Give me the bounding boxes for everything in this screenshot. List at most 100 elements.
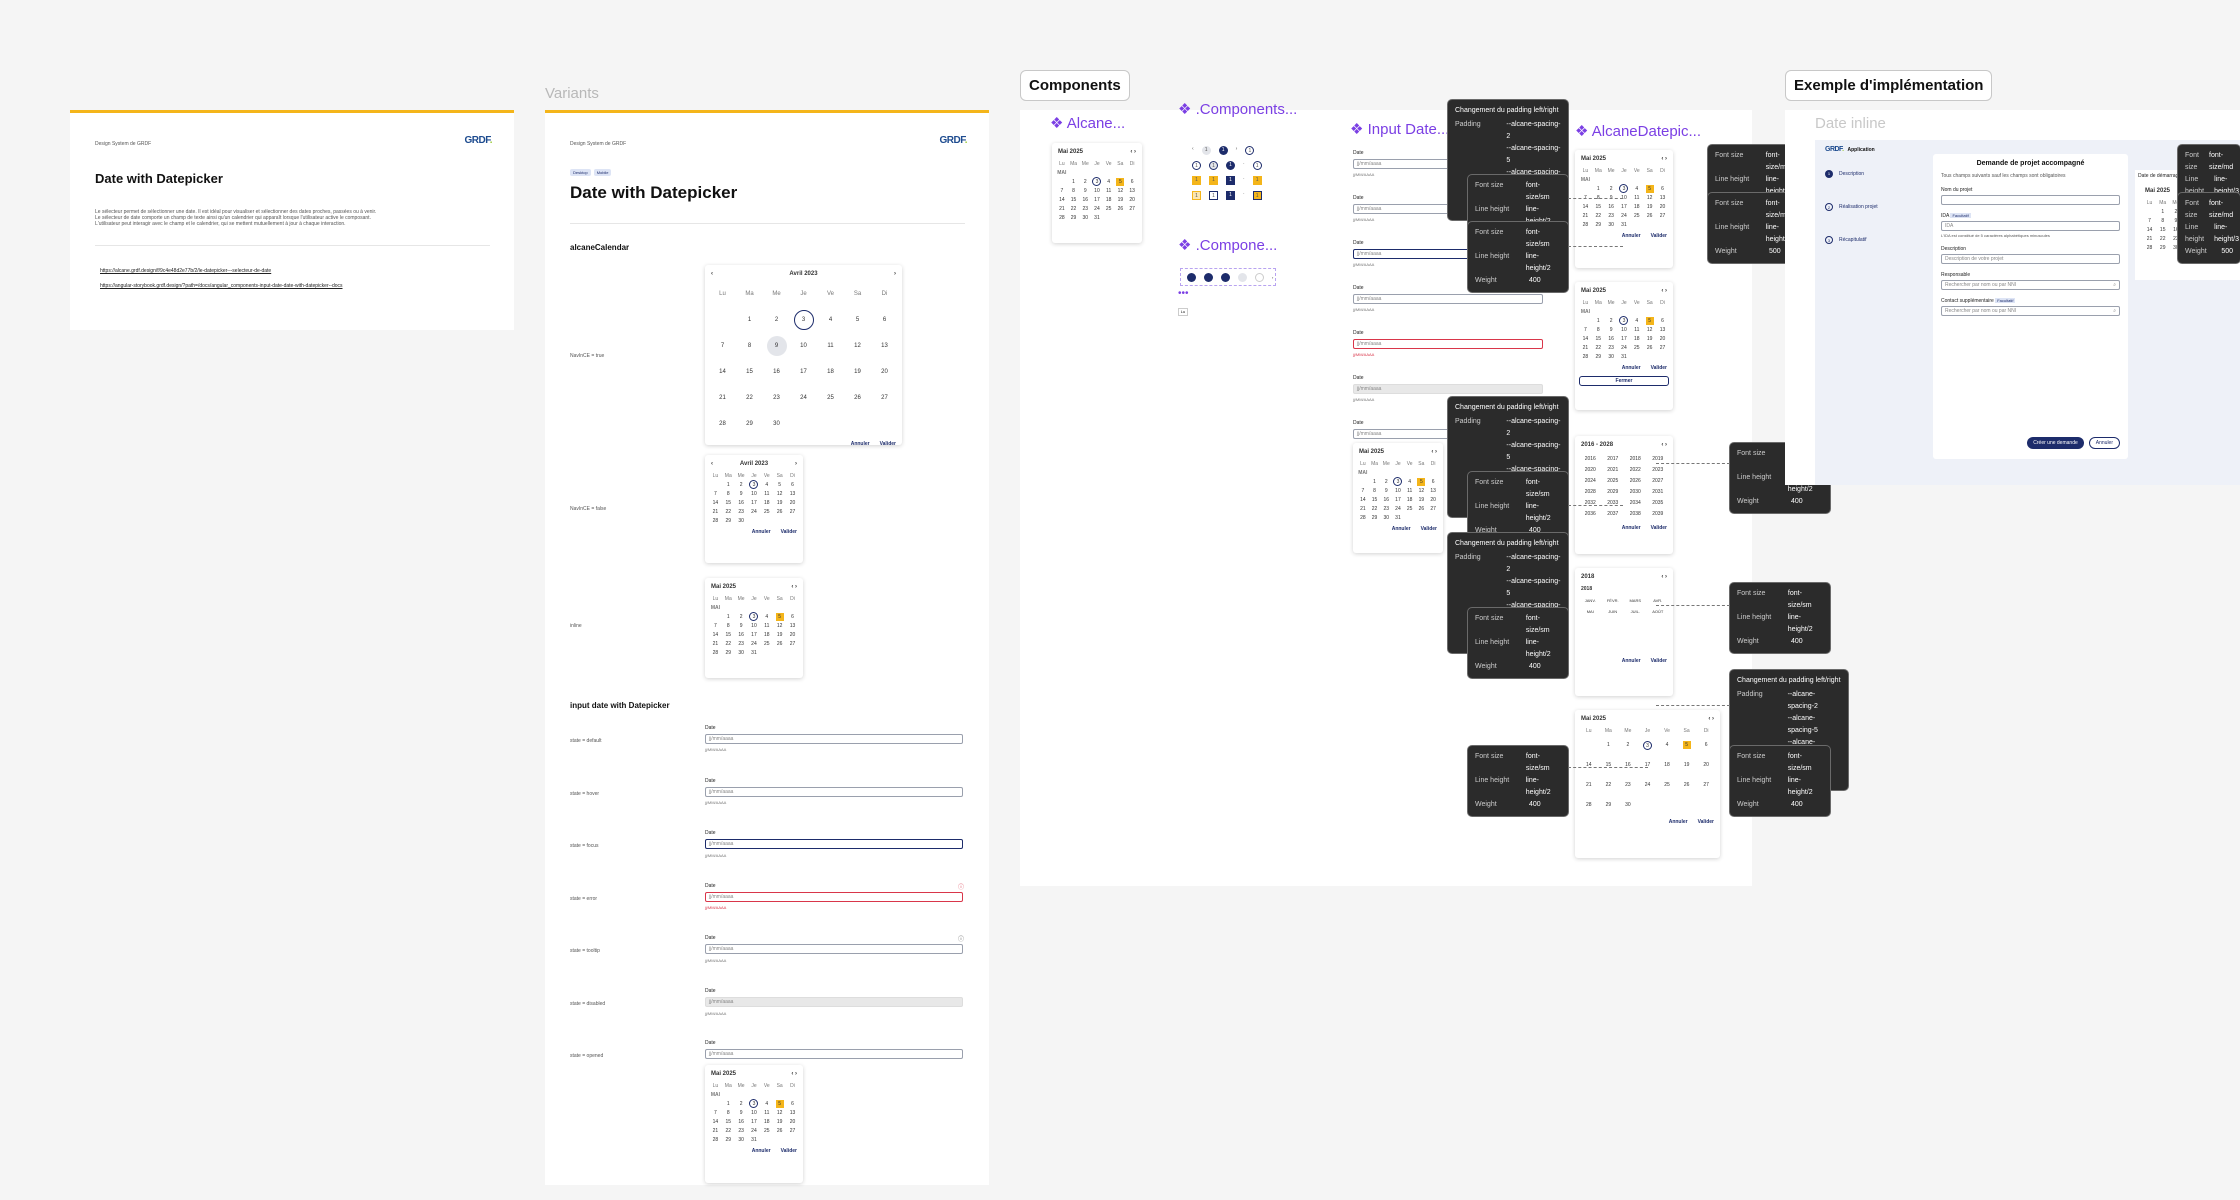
date-input-error[interactable]: jj/mm/aaaa [705, 892, 963, 902]
day-hover[interactable]: 9 [763, 333, 790, 359]
info-icon[interactable]: ⓘ [958, 937, 965, 943]
day[interactable]: 10 [800, 343, 807, 349]
year-cell[interactable]: 2026 [1629, 478, 1641, 484]
cancel-button[interactable]: Annuler [751, 529, 771, 535]
month-nav-icons[interactable]: ‹ › [1661, 288, 1667, 294]
calendar-title[interactable]: Mai 2025 [2145, 188, 2171, 194]
year-cell[interactable]: 2039 [1652, 511, 1664, 517]
step-label[interactable]: Récapitulatif [1839, 237, 1867, 243]
month-cell[interactable]: MARS [1629, 598, 1642, 603]
month-nav-icons[interactable]: ‹ › [791, 584, 797, 590]
year-cell[interactable]: 2037 [1607, 511, 1619, 517]
implementation-label[interactable]: Exemple d'implémentation [1785, 70, 1993, 101]
cancel-button[interactable]: Annuler [1621, 233, 1641, 239]
date-input[interactable]: jj/mm/aaaa [1353, 294, 1543, 304]
day[interactable]: 23 [773, 395, 780, 401]
year-cell[interactable]: 2021 [1607, 467, 1619, 473]
year-cell[interactable]: 2018 [1629, 456, 1641, 462]
month-cell[interactable]: AVR. [1653, 598, 1663, 603]
day[interactable]: 16 [773, 369, 780, 375]
prev-month-icon[interactable]: ‹ [711, 271, 713, 277]
next-month-icon[interactable]: › [794, 461, 797, 467]
month-nav-icons[interactable]: ‹ › [791, 1071, 797, 1077]
year-cell[interactable]: 2031 [1652, 489, 1664, 495]
day[interactable]: 29 [746, 421, 753, 427]
cancel-button[interactable]: Annuler [850, 441, 870, 447]
day[interactable]: 17 [800, 369, 807, 375]
month-nav-icons[interactable]: ‹ › [1708, 716, 1714, 722]
day[interactable]: 30 [773, 421, 780, 427]
month-cell[interactable]: AOÛT [1652, 609, 1664, 614]
description-input[interactable]: Description de votre projet [1941, 254, 2120, 264]
day[interactable]: 20 [881, 369, 888, 375]
month-cell[interactable]: JUIN [1608, 609, 1618, 614]
year-cell[interactable]: 2036 [1584, 511, 1596, 517]
day[interactable]: 24 [800, 395, 807, 401]
cancel-button[interactable]: Annuler [1621, 658, 1641, 664]
year-cell[interactable]: 2028 [1584, 489, 1596, 495]
design-link[interactable]: https://alcane.grdf.design/f/9c4e48d2e77… [100, 268, 272, 274]
year-cell[interactable]: 2032 [1584, 500, 1596, 506]
date-input-hover[interactable]: jj/mm/aaaa [705, 787, 963, 797]
cancel-button[interactable]: Annuler [1621, 365, 1641, 371]
month-cell[interactable]: MAI [1586, 609, 1594, 614]
year-nav-icons[interactable]: ‹ › [1661, 442, 1667, 448]
day[interactable]: 26 [854, 395, 861, 401]
cancel-button[interactable]: Annuler [2088, 437, 2120, 449]
day[interactable]: 11 [827, 343, 834, 349]
date-input-tooltip[interactable]: jj/mm/aaaa [705, 944, 963, 954]
day[interactable]: 19 [854, 369, 861, 375]
cancel-button[interactable]: Annuler [751, 1148, 771, 1154]
validate-button[interactable]: Valider [1650, 658, 1667, 664]
validate-button[interactable]: Valider [780, 529, 797, 535]
day[interactable]: 12 [854, 343, 861, 349]
day[interactable]: 1 [747, 317, 752, 323]
day[interactable]: 8 [747, 343, 752, 349]
calendar-title[interactable]: Mai 2025 [1581, 288, 1607, 294]
year-cell[interactable]: 2016 [1584, 456, 1596, 462]
day[interactable]: 4 [828, 317, 833, 323]
year-cell[interactable]: 2024 [1584, 478, 1596, 484]
validate-button[interactable]: Valider [879, 441, 896, 447]
validate-button[interactable]: Valider [1650, 525, 1667, 531]
year-cell[interactable]: 2030 [1629, 489, 1641, 495]
month-nav-icons[interactable]: ‹ › [1130, 149, 1136, 155]
day[interactable]: 13 [881, 343, 888, 349]
calendar-title[interactable]: Mai 2025 [1058, 149, 1084, 155]
day[interactable]: 2 [774, 317, 779, 323]
month-nav-icons[interactable]: ‹ › [1661, 156, 1667, 162]
cancel-button[interactable]: Annuler [1621, 525, 1641, 531]
year-cell[interactable]: 2038 [1629, 511, 1641, 517]
day[interactable]: 18 [827, 369, 834, 375]
date-input-focus[interactable]: jj/mm/aaaa [705, 839, 963, 849]
ida-input[interactable]: IDA [1941, 221, 2120, 231]
validate-button[interactable]: Valider [1420, 526, 1437, 532]
calendar-title[interactable]: Mai 2025 [1581, 716, 1607, 722]
year-cell[interactable]: 2025 [1607, 478, 1619, 484]
cancel-button[interactable]: Annuler [1668, 819, 1688, 825]
day[interactable]: 22 [746, 395, 753, 401]
year-title[interactable]: 2018 [1581, 574, 1595, 580]
day-selected[interactable]: 3 [790, 307, 817, 333]
day[interactable]: 21 [719, 395, 726, 401]
step-label[interactable]: Description [1839, 171, 1865, 177]
year-cell[interactable]: 2022 [1629, 467, 1641, 473]
year-range[interactable]: 2016 - 2028 [1581, 442, 1614, 448]
month-nav-icons[interactable]: ‹ › [1431, 449, 1437, 455]
day[interactable]: 25 [827, 395, 834, 401]
prev-month-icon[interactable]: ‹ [711, 461, 713, 467]
day[interactable]: 15 [746, 369, 753, 375]
validate-button[interactable]: Valider [1650, 233, 1667, 239]
project-name-input[interactable] [1941, 195, 2120, 205]
contact-input[interactable]: Rechercher par nom ou par NNI ⌕ [1941, 306, 2120, 316]
close-button[interactable]: Fermer [1579, 376, 1669, 386]
day[interactable]: 14 [719, 369, 726, 375]
submit-button[interactable]: Créer une demande [2027, 437, 2084, 449]
year-cell[interactable]: 2023 [1652, 467, 1664, 473]
day[interactable]: 5 [855, 317, 860, 323]
calendar-title[interactable]: Mai 2025 [711, 584, 737, 590]
day[interactable]: 6 [882, 317, 887, 323]
step-label[interactable]: Réalisation projet [1839, 204, 1878, 210]
year-cell[interactable]: 2033 [1607, 500, 1619, 506]
validate-button[interactable]: Valider [780, 1148, 797, 1154]
